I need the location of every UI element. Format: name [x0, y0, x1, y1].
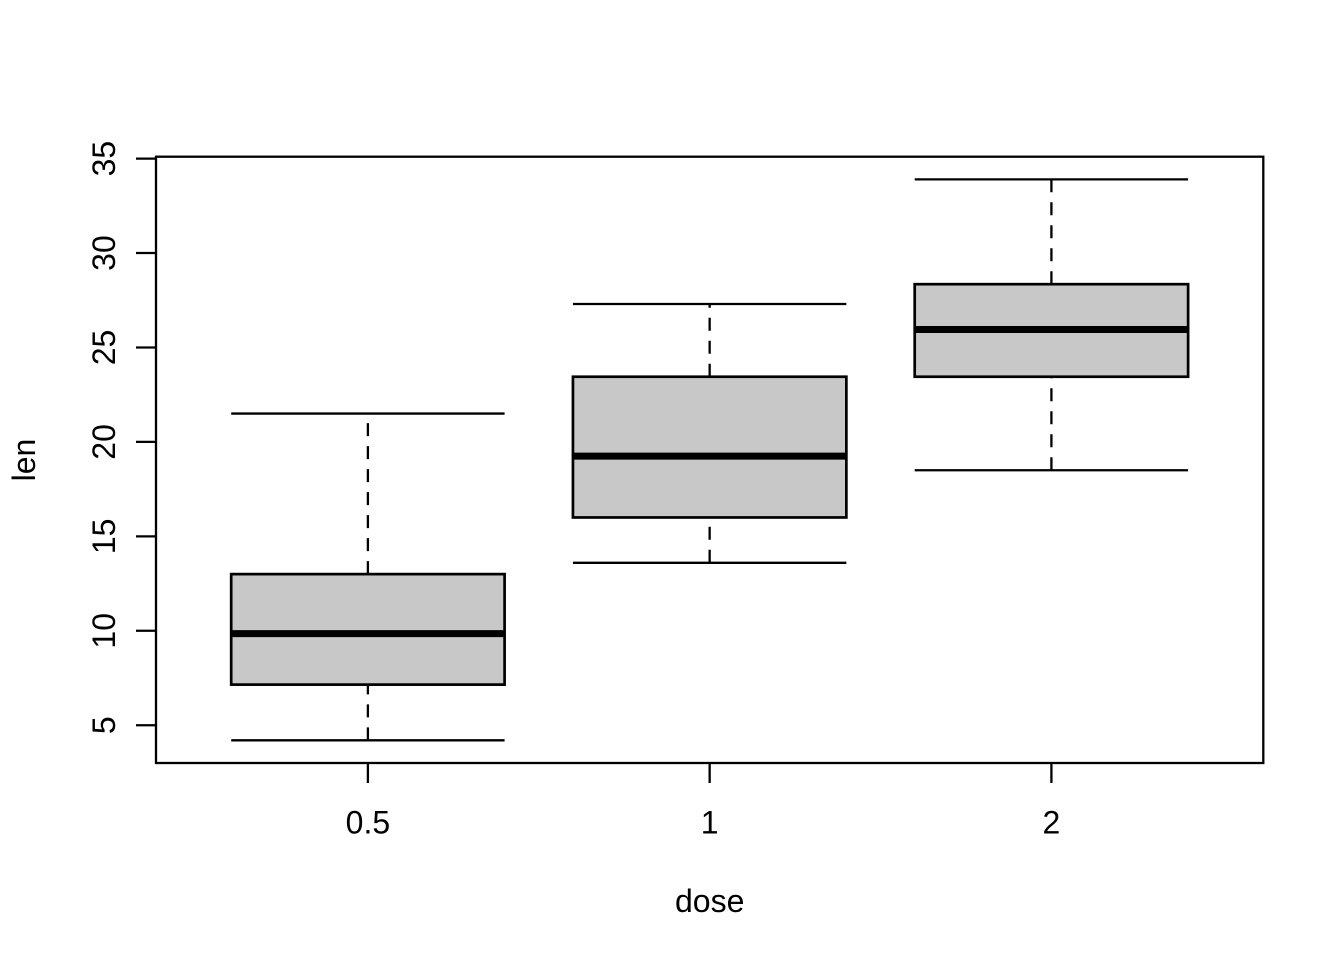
x-tick-label: 2 — [1043, 805, 1061, 841]
y-tick-label: 15 — [86, 519, 122, 555]
x-axis-title: dose — [675, 883, 744, 919]
box-group-dose-0.5 — [229, 412, 506, 742]
x-tick-label: 0.5 — [346, 805, 390, 841]
y-tick-label: 25 — [86, 330, 122, 366]
y-tick-label: 30 — [86, 235, 122, 271]
iqr-box — [229, 572, 506, 686]
y-tick-label: 20 — [86, 424, 122, 460]
y-axis-title: len — [6, 439, 42, 482]
y-tick-label: 35 — [86, 141, 122, 177]
y-tick-label: 10 — [86, 613, 122, 649]
y-tick-label: 5 — [86, 716, 122, 734]
box-group-dose-2 — [913, 178, 1190, 472]
x-tick-label: 1 — [701, 805, 719, 841]
box-group-dose-1 — [571, 302, 848, 564]
iqr-box — [571, 375, 848, 519]
